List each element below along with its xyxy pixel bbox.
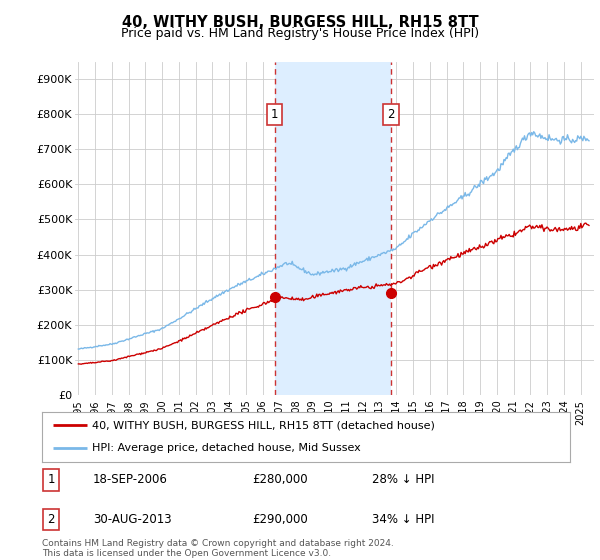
Text: 2: 2 [387, 108, 395, 121]
Text: 28% ↓ HPI: 28% ↓ HPI [372, 473, 434, 487]
Text: 1: 1 [47, 473, 55, 487]
Text: HPI: Average price, detached house, Mid Sussex: HPI: Average price, detached house, Mid … [92, 444, 361, 454]
Text: 34% ↓ HPI: 34% ↓ HPI [372, 513, 434, 526]
Text: 1: 1 [271, 108, 278, 121]
Text: £280,000: £280,000 [252, 473, 308, 487]
Text: Contains HM Land Registry data © Crown copyright and database right 2024.: Contains HM Land Registry data © Crown c… [42, 539, 394, 548]
Text: 2: 2 [47, 513, 55, 526]
Text: £290,000: £290,000 [252, 513, 308, 526]
Text: 30-AUG-2013: 30-AUG-2013 [93, 513, 172, 526]
Text: This data is licensed under the Open Government Licence v3.0.: This data is licensed under the Open Gov… [42, 549, 331, 558]
Text: 18-SEP-2006: 18-SEP-2006 [93, 473, 168, 487]
Text: 40, WITHY BUSH, BURGESS HILL, RH15 8TT: 40, WITHY BUSH, BURGESS HILL, RH15 8TT [122, 15, 478, 30]
Text: Price paid vs. HM Land Registry's House Price Index (HPI): Price paid vs. HM Land Registry's House … [121, 27, 479, 40]
Bar [275, 62, 391, 395]
Text: 40, WITHY BUSH, BURGESS HILL, RH15 8TT (detached house): 40, WITHY BUSH, BURGESS HILL, RH15 8TT (… [92, 420, 435, 430]
